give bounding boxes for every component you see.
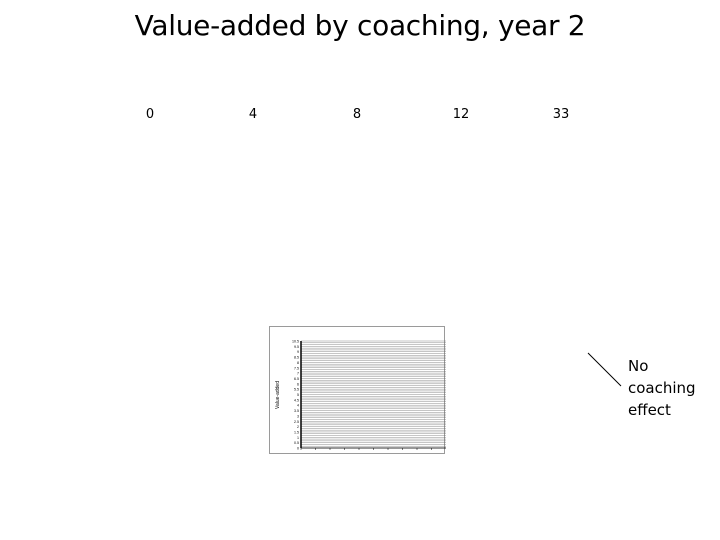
y-tick-label: 0.5 xyxy=(294,441,299,445)
x-tick-label: 0 xyxy=(145,107,155,122)
y-tick-label: 5.5 xyxy=(294,388,299,392)
y-tick-label: 9.5 xyxy=(294,345,299,349)
y-tick-label: 7.5 xyxy=(294,366,299,370)
y-tick-label: 6 xyxy=(297,382,299,386)
y-tick-label: 0 xyxy=(297,447,299,451)
annotation-line: effect xyxy=(628,401,671,419)
x-tick-label: 12 xyxy=(452,107,470,122)
y-tick-label: 1 xyxy=(297,436,299,440)
y-tick-label: 4.5 xyxy=(294,398,299,402)
y-tick-label: 4 xyxy=(297,404,299,408)
gridlines xyxy=(301,340,446,449)
x-tick-label: 33 xyxy=(552,107,570,122)
y-tick-label: 9 xyxy=(297,350,299,354)
y-tick-label: 8 xyxy=(297,361,299,365)
y-tick-label: 1.5 xyxy=(294,430,299,434)
embedded-chart-thumbnail: 10.5 9.5 9 8.5 8 7.5 7 6.5 6 5.5 5 4.5 4 3.5 3 2.5 2 1.5 1… xyxy=(269,326,446,454)
y-axis-label: Value-added xyxy=(275,381,281,409)
y-tick-label: 5 xyxy=(297,393,299,397)
annotation-pointer-line xyxy=(587,352,622,387)
y-tick-labels: 10.59.598.587.576.565.554.543.532.521.51… xyxy=(292,340,299,451)
y-tick-label: 3 xyxy=(297,414,299,418)
x-axis-tick-labels: 0 4 8 12 33 xyxy=(0,107,720,127)
annotation-line: No xyxy=(628,357,649,375)
y-tick-label: 2.5 xyxy=(294,420,299,424)
x-tick-label: 8 xyxy=(352,107,362,122)
page-title: Value-added by coaching, year 2 xyxy=(134,9,586,42)
y-tick-label: 3.5 xyxy=(294,409,299,413)
y-tick-label: 6.5 xyxy=(294,377,299,381)
x-tick-label: 4 xyxy=(248,107,258,122)
annotation-no-coaching-effect: No coaching effect xyxy=(628,355,718,421)
y-tick-label: 2 xyxy=(297,425,299,429)
y-tick-label: 8.5 xyxy=(294,356,299,360)
y-tick-label: 10.5 xyxy=(292,340,299,344)
annotation-line: coaching xyxy=(628,379,696,397)
embedded-chart-svg: 10.59.598.587.576.565.554.543.532.521.51… xyxy=(275,340,446,451)
y-tick-label: 7 xyxy=(297,372,299,376)
